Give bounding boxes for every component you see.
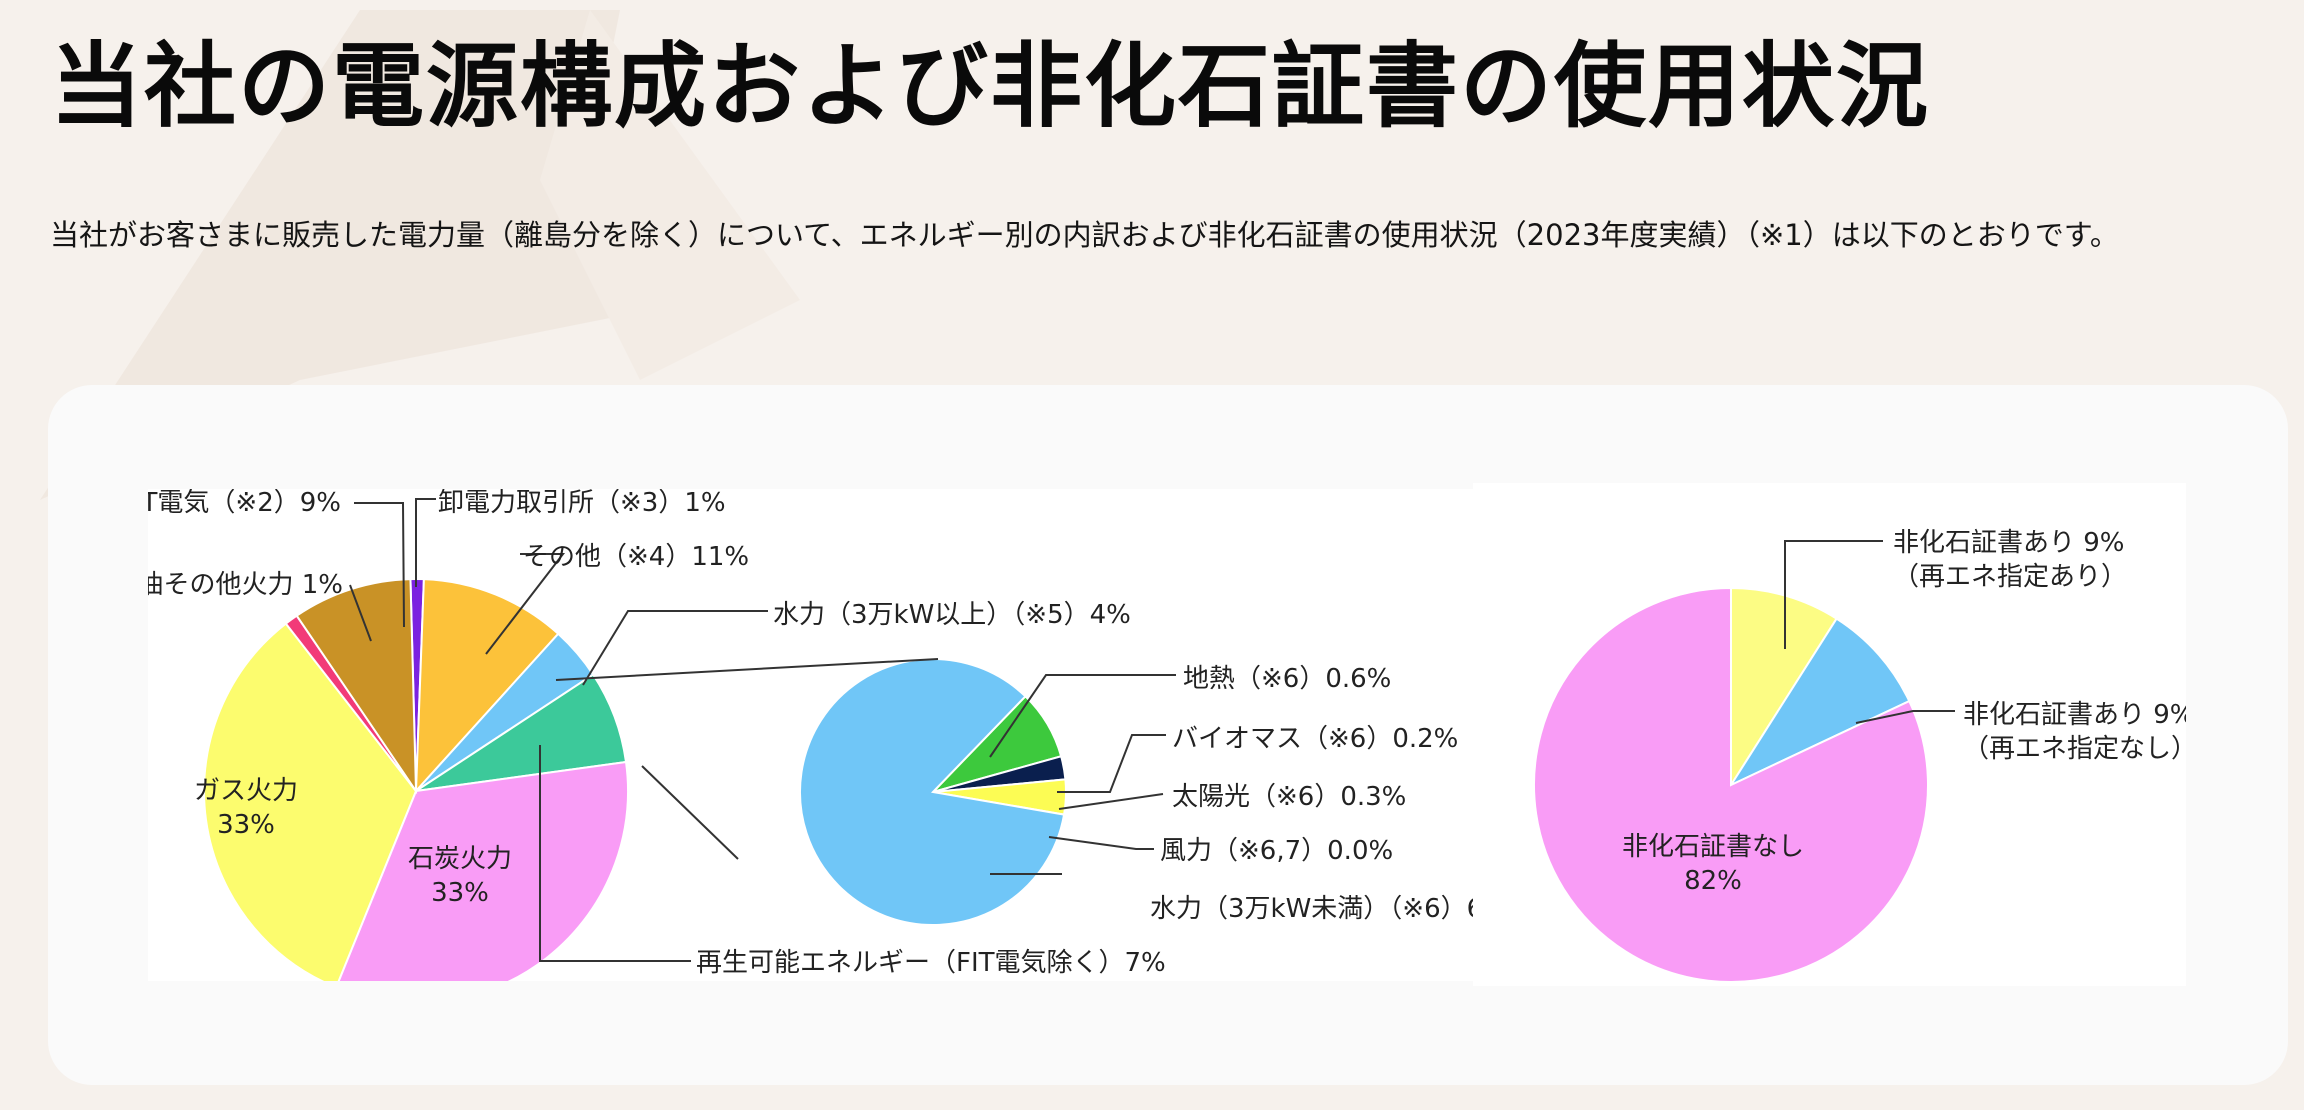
pie0-label-3: 再生可能エネルギー（FIT電気除く）7%	[696, 948, 1166, 978]
pie1-label-0: 地熱（※6）0.6%	[1183, 664, 1391, 694]
pie0-leader-1	[485, 553, 566, 655]
pie1-label-3: 風力（※6,7）0.0%	[1160, 836, 1393, 866]
power-mix-panel: 卸電力取引所（※3）1% その他（※4）11% 水力（3万kW以上）（※5）4% 再生…	[111, 488, 1533, 1004]
pie2-leader-1	[1855, 710, 1955, 724]
intro-text: 当社がお客さまに販売した電力量（離島分を除く）について、エネルギー別の内訳および…	[50, 218, 2119, 252]
pie1-leader-1	[1057, 734, 1166, 793]
pie0-leader-6	[349, 584, 372, 642]
pie0-label-6: 石油その他火力 1%	[148, 570, 343, 600]
pie1-leader-3	[1048, 836, 1154, 850]
pie0-slice-5	[203, 622, 418, 989]
pie2-slice-2	[1533, 586, 1929, 983]
pie0-label-4: 石炭火力 33%	[408, 844, 512, 908]
pie0-slice-1	[414, 578, 560, 794]
pie0-leader-0	[415, 498, 436, 587]
pie0-leader-3	[539, 745, 691, 962]
pie0-label-7: FIT電気（※2）9%	[148, 489, 341, 518]
pie1-label-4: 水力（3万kW未満）（※6）6.0%	[1150, 894, 1526, 924]
pie0-label-0: 卸電力取引所（※3）1%	[438, 489, 726, 518]
pie0-label-2: 水力（3万kW以上）（※5）4%	[773, 600, 1131, 630]
pie2-label-0: 非化石証書あり 9%（再エネ指定あり）	[1893, 528, 2127, 592]
pie0-label-5: ガス火力 33%	[194, 776, 298, 840]
power-mix-chart: 卸電力取引所（※3）1% その他（※4）11% 水力（3万kW以上）（※5）4% 再生…	[111, 488, 1533, 1004]
certificate-chart: 非化石証書あり 9%（再エネ指定あり） 非化石証書あり 9%（再エネ指定なし） 非化…	[1533, 528, 2197, 983]
pie1-label-2: 太陽光（※6）0.3%	[1172, 782, 1406, 812]
pie2-label-1: 非化石証書あり 9%（再エネ指定なし）	[1963, 700, 2186, 764]
pie2-slice-1	[1728, 617, 1911, 788]
pie2-leader-0	[1784, 540, 1883, 649]
pie2-label-2: 非化石証書なし 82%	[1622, 832, 1804, 896]
pie0-leader-2	[582, 610, 768, 686]
pie-connector-bottom	[641, 765, 739, 860]
pie1-leader-2	[1058, 793, 1164, 810]
pie0-leader-7	[354, 502, 405, 628]
pie-connector-top	[555, 658, 939, 681]
pie1-label-1: バイオマス（※6）0.2%	[1172, 724, 1458, 754]
page-title: 当社の電源構成および非化石証書の使用状況	[50, 33, 1931, 140]
pie1-leader-0	[989, 674, 1176, 758]
certificate-panel: 非化石証書あり 9%（再エネ指定あり） 非化石証書あり 9%（再エネ指定なし） 非化…	[1473, 483, 2197, 986]
chart-card: 卸電力取引所（※3）1% その他（※4）11% 水力（3万kW以上）（※5）4% 再生…	[48, 385, 2288, 1085]
pie0-label-1: その他（※4）11%	[523, 542, 749, 572]
